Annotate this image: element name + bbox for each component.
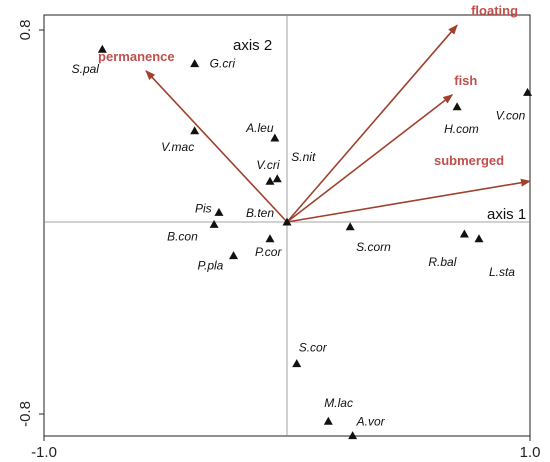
species-label-s-cor: S.cor [299, 341, 328, 355]
fish-label: fish [454, 73, 477, 88]
species-label-g-cri: G.cri [210, 57, 236, 71]
submerged-vector [286, 178, 531, 223]
species-marker-a-leu [270, 133, 280, 142]
species-marker-v-cri [265, 176, 275, 185]
species-marker-m-lac [323, 416, 333, 425]
species-label-v-cri: V.cri [256, 158, 279, 172]
species-marker-p-pla [229, 251, 239, 260]
x-tick-label: -1.0 [31, 444, 57, 461]
species-label-s-nit: S.nit [291, 150, 316, 164]
permanence-label: permanence [98, 49, 175, 64]
y-tick-label: -0.8 [17, 401, 34, 427]
species-marker-b-con [209, 219, 219, 228]
species-marker-r-bal [459, 229, 469, 238]
species-marker-s-cor [292, 359, 302, 368]
species-label-a-leu: A.leu [245, 121, 274, 135]
species-marker-pis [214, 207, 224, 216]
species-label-s-pal: S.pal [72, 62, 100, 76]
permanence-vector [145, 70, 288, 223]
axis-2-label: axis 2 [233, 37, 272, 54]
species-points: S.pal G.cri V.mac A.leu V.cri S.nit Pis B.ten B.… [72, 44, 533, 440]
species-label-p-cor: P.cor [255, 245, 282, 259]
species-label-pis: Pis [195, 201, 212, 215]
species-label-a-vor: A.vor [356, 415, 386, 429]
environment-vectors: permanence floating fish submerged [98, 3, 531, 223]
species-marker-v-con [523, 87, 533, 96]
species-marker-l-sta [474, 234, 484, 243]
species-label-l-sta: L.sta [489, 265, 515, 279]
floating-vector [286, 24, 458, 223]
species-marker-s-corn [345, 222, 355, 231]
species-marker-p-cor [265, 234, 275, 243]
species-marker-s-nit [272, 174, 282, 183]
species-label-v-mac: V.mac [161, 140, 194, 154]
x-tick-label: 1.0 [520, 444, 541, 461]
species-label-b-con: B.con [167, 229, 198, 243]
species-marker-s-pal [97, 44, 107, 53]
species-label-h-com: H.com [444, 122, 479, 136]
axis-1-label: axis 1 [487, 206, 526, 223]
submerged-label: submerged [434, 153, 504, 168]
floating-label: floating [471, 3, 518, 18]
y-tick-label: 0.8 [17, 20, 34, 41]
species-marker-a-vor [348, 431, 358, 440]
fish-vector [286, 94, 454, 223]
species-label-b-ten: B.ten [246, 206, 274, 220]
species-label-p-pla: P.pla [198, 259, 224, 273]
species-label-r-bal: R.bal [428, 255, 456, 269]
species-label-v-con: V.con [496, 108, 526, 122]
species-label-s-corn: S.corn [356, 240, 391, 254]
species-marker-b-ten [282, 217, 292, 226]
species-marker-v-mac [190, 126, 200, 135]
species-marker-h-com [452, 102, 462, 111]
axis-ticks: -1.0 1.0 0.8 -0.8 [17, 20, 540, 461]
species-label-m-lac: M.lac [324, 396, 353, 410]
species-marker-g-cri [190, 59, 200, 68]
